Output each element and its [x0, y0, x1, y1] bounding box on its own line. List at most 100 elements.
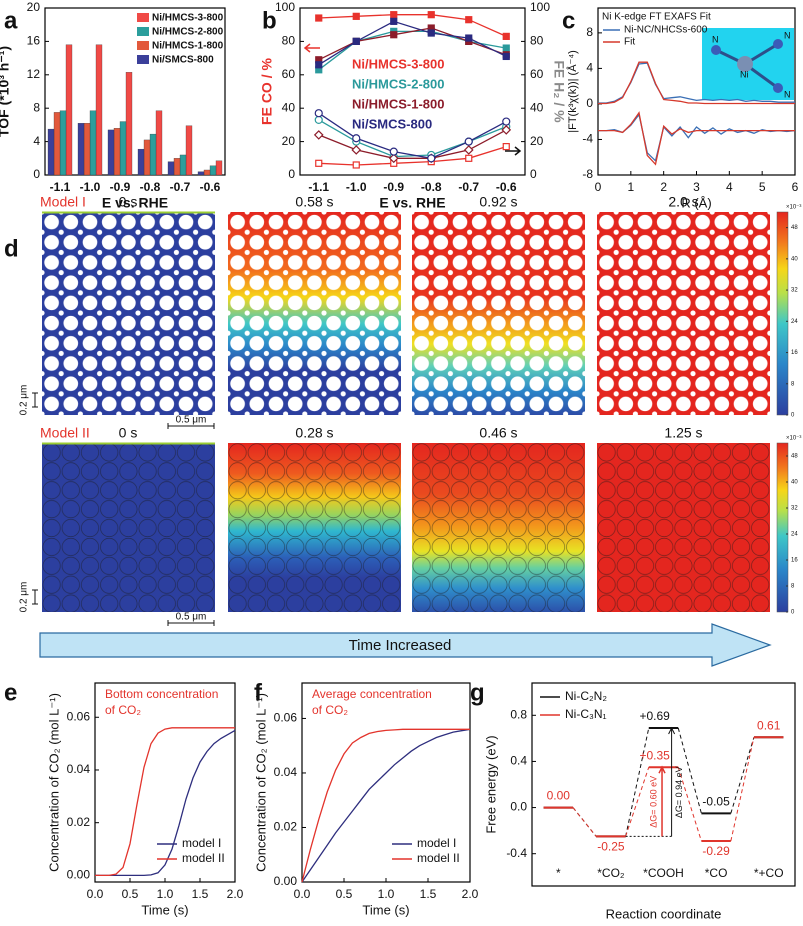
simulation-frame [228, 212, 401, 415]
bar [47, 128, 55, 176]
y-tick-label: 20 [27, 0, 41, 14]
atom [737, 56, 753, 72]
bar [77, 123, 85, 176]
legend-swatch [137, 55, 149, 64]
value-label: 0.00 [547, 789, 571, 803]
x-tick-label: -1.0 [80, 180, 101, 194]
bar [65, 44, 73, 176]
marker [313, 130, 324, 140]
scale-bar-label: 0.2 μm [19, 385, 30, 416]
bar [167, 161, 175, 176]
legend-swatch [137, 13, 149, 22]
time-label: 2.0 s [668, 194, 698, 210]
scale-bar [32, 392, 38, 408]
marker [315, 159, 323, 167]
marker [315, 61, 323, 69]
value-label: +0.69 [639, 709, 670, 723]
bar [173, 158, 181, 176]
data-line [318, 145, 507, 166]
legend-label: model I [182, 836, 221, 850]
x-axis-title: E vs. RHE [379, 195, 445, 211]
marker [463, 145, 474, 155]
time-arrow-label: Time Increased [349, 637, 452, 654]
x-tick-label: 5 [759, 180, 766, 194]
time-label: 1.25 s [664, 425, 702, 441]
marker [352, 12, 360, 20]
y-tick-label: 20 [282, 134, 296, 148]
y-tick-label: -4 [582, 132, 593, 146]
annotation: of CO₂ [105, 703, 141, 717]
marker [314, 115, 323, 124]
legend-label: model II [417, 851, 460, 865]
x-tick-label: 1.5 [420, 887, 437, 901]
atom [773, 39, 783, 49]
x-axis-title: Reaction coordinate [606, 906, 722, 921]
x-axis-title: R (Å) [681, 195, 711, 210]
x-tick-label: 2.0 [227, 887, 244, 901]
data-line [318, 119, 507, 158]
legend-label: Ni/HMCS-2-800 [352, 76, 444, 91]
y2-axis-title: FE H₂ / % [551, 60, 567, 123]
bar [149, 133, 157, 176]
marker [502, 117, 511, 126]
data-line [318, 20, 507, 66]
simulation-frame [228, 443, 401, 612]
y-tick-label: 0.04 [67, 762, 91, 776]
pore-pattern [412, 443, 585, 612]
legend-label: Ni/SMCS-800 [152, 55, 214, 66]
marker [351, 145, 362, 155]
value-label: +0.35 [639, 748, 670, 762]
y-axis-title: Concentration of CO₂ (mol L⁻¹) [253, 693, 268, 872]
atom-label: Ni [740, 69, 749, 79]
annotation: ΔG= 0.94 eV [674, 766, 684, 818]
time-label: 0.28 s [295, 425, 333, 441]
atom-label: N [712, 34, 719, 44]
x-tick-label: -1.1 [308, 180, 329, 194]
y-tick-label: 0.00 [67, 868, 91, 882]
scale-bar [32, 589, 38, 605]
colorbar-unit: ×10⁻³ [786, 436, 801, 442]
y-tick-label: -8 [582, 167, 593, 181]
plot-frame [299, 7, 526, 176]
colorbar-tick-label: 32 [791, 288, 798, 294]
delta-arrow [668, 726, 676, 837]
y-axis-title: Free energy (eV) [483, 735, 498, 833]
colorbar-tick-label: 40 [791, 256, 798, 262]
marker [502, 143, 510, 151]
scale-bar-label: 0.5 μm [176, 612, 207, 623]
delta-arrow [658, 765, 666, 837]
y-tick-label: -0.4 [506, 846, 527, 860]
simulation-frame [412, 212, 585, 415]
legend-label: model II [182, 851, 225, 865]
data-line [318, 112, 507, 159]
colorbar-tick-label: 16 [791, 558, 798, 564]
marker [389, 147, 398, 156]
x-tick-label: 3 [693, 180, 700, 194]
y-tick-label: 60 [282, 67, 296, 81]
y-tick-label: 4 [586, 61, 593, 75]
connector [730, 737, 755, 814]
marker [501, 125, 512, 135]
legend-label: model I [417, 836, 456, 850]
y-tick-label: 0 [530, 167, 537, 181]
x-tick-label: -0.6 [200, 180, 221, 194]
y-tick-label: 0.02 [274, 820, 298, 834]
connector [625, 767, 650, 837]
data-line [301, 728, 470, 883]
time-label: 0.92 s [479, 194, 517, 210]
connector [625, 727, 650, 837]
bar [113, 128, 121, 176]
x-tick-label: 0.5 [122, 887, 139, 901]
colorbar-tick-label: 40 [791, 480, 798, 486]
legend-label: Ni-NC/NHCSs-600 [624, 25, 708, 36]
axis-arrow [303, 43, 320, 53]
marker [314, 109, 323, 118]
marker [465, 154, 473, 162]
atom [711, 45, 721, 55]
colorbar [776, 442, 789, 613]
simulation-frame [597, 212, 770, 415]
legend-swatch [137, 41, 149, 50]
bar [59, 110, 67, 176]
bar [107, 129, 115, 176]
marker [315, 14, 323, 22]
